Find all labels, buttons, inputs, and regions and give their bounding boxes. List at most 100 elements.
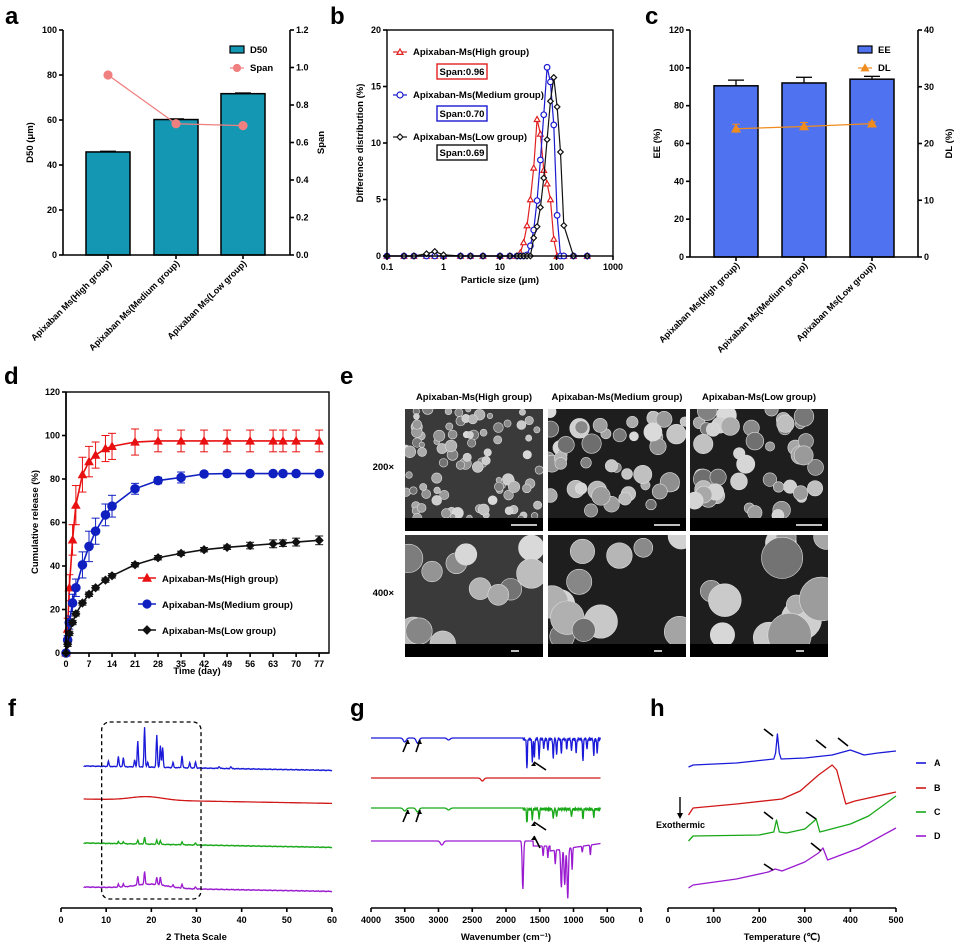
arrow-icon xyxy=(837,737,849,747)
microsphere xyxy=(405,543,424,573)
xrd-curve xyxy=(83,727,333,772)
marker-diamond xyxy=(71,609,81,619)
legend-label: Apixaban-Ms(Low group) xyxy=(413,132,527,143)
y-axis-title: EE (%) xyxy=(652,128,663,158)
microsphere xyxy=(503,419,512,428)
x-tick-label: 49 xyxy=(222,659,232,669)
microsphere xyxy=(813,535,828,550)
marker-circle xyxy=(238,121,248,131)
marker-circle xyxy=(268,468,278,479)
marker-diamond xyxy=(153,553,163,563)
x-tick-label: 100 xyxy=(549,262,564,272)
scale-bar-label: 10 μm xyxy=(622,645,648,655)
x-tick-label: 500 xyxy=(600,915,615,925)
x-tick-label: 200 xyxy=(752,915,767,925)
microsphere xyxy=(431,472,443,484)
marker-diamond xyxy=(540,174,548,182)
marker-triangle xyxy=(395,47,405,55)
dsc-curve xyxy=(688,795,897,842)
microsphere xyxy=(571,618,596,642)
exothermic-label: Exothermic xyxy=(656,820,705,830)
y-axis-title: Cumulative release (%) xyxy=(30,470,41,574)
y-tick-label: 20 xyxy=(50,605,60,615)
marker-diamond xyxy=(314,535,324,545)
microsphere xyxy=(433,486,441,494)
marker-circle xyxy=(396,91,404,99)
marker-circle xyxy=(537,156,544,164)
microsphere xyxy=(761,536,804,579)
y-right-tick-label: 0.6 xyxy=(296,138,309,148)
scale-bar-label: 10 μm xyxy=(479,645,505,655)
marker-diamond xyxy=(100,575,111,585)
y-tick-label: 0 xyxy=(679,252,684,262)
panel-h xyxy=(677,728,926,889)
microsphere xyxy=(422,409,434,415)
microsphere xyxy=(626,416,639,429)
microsphere xyxy=(633,538,654,558)
y-right-tick-label: 0.2 xyxy=(296,213,309,223)
y-tick-label: 10 xyxy=(371,138,381,148)
x-axis-title: Temperature (℃) xyxy=(744,932,820,943)
microsphere xyxy=(405,471,413,479)
marker-triangle xyxy=(141,572,153,582)
x-tick-label: 0 xyxy=(63,659,68,669)
x-axis-title: Particle size (μm) xyxy=(461,275,539,286)
microsphere xyxy=(557,436,575,454)
marker-triangle xyxy=(199,435,209,445)
microsphere xyxy=(419,483,428,491)
bar xyxy=(713,85,759,258)
marker-diamond xyxy=(107,571,117,581)
marker-diamond xyxy=(291,537,301,547)
microsphere xyxy=(439,489,450,500)
microsphere xyxy=(548,420,559,438)
microsphere xyxy=(454,543,478,566)
microsphere xyxy=(493,422,504,433)
y-tick-label: 0 xyxy=(376,251,381,261)
arrow-head-icon xyxy=(417,740,422,744)
microsphere xyxy=(417,447,427,457)
marker-triangle xyxy=(245,435,255,445)
arrow-head-icon xyxy=(405,740,410,744)
microsphere xyxy=(525,434,533,442)
y-tick-label: 100 xyxy=(669,63,684,73)
microsphere xyxy=(487,584,510,606)
y-tick-label: 120 xyxy=(669,25,684,35)
marker-circle xyxy=(130,483,140,494)
panel-letter: e xyxy=(340,363,353,390)
microsphere xyxy=(405,445,417,458)
x-tick-label: 1000 xyxy=(563,915,583,925)
y-tick-label: 40 xyxy=(47,160,57,170)
span-box xyxy=(436,144,488,161)
microsphere xyxy=(486,412,494,419)
microsphere xyxy=(584,503,598,518)
marker-circle xyxy=(67,598,78,608)
microsphere xyxy=(421,489,432,499)
microsphere xyxy=(554,457,567,470)
y-tick-label: 20 xyxy=(674,214,684,224)
scale-bar-strip xyxy=(690,644,828,657)
marker-diamond xyxy=(278,538,288,548)
scale-bar-strip xyxy=(548,644,686,657)
x-tick-label: 100 xyxy=(706,915,721,925)
ftir-spectrum xyxy=(371,805,602,823)
marker-circle xyxy=(84,541,94,552)
marker-diamond xyxy=(67,617,78,628)
marker-diamond xyxy=(77,598,88,608)
microsphere xyxy=(709,468,727,486)
marker-circle xyxy=(153,475,163,486)
marker-circle xyxy=(176,472,186,483)
y-axis-title: Difference distribution (%) xyxy=(355,84,366,203)
x-tick-label: 0.1 xyxy=(381,262,394,272)
scale-bar-strip xyxy=(690,518,828,531)
microsphere xyxy=(643,422,663,442)
marker-circle xyxy=(543,63,551,71)
x-tick-label: 3500 xyxy=(395,915,415,925)
marker-triangle xyxy=(278,435,288,445)
panel-g xyxy=(371,736,602,899)
microsphere xyxy=(412,419,423,430)
microsphere xyxy=(472,461,484,473)
microsphere xyxy=(807,459,824,476)
marker-diamond xyxy=(553,103,561,111)
microsphere xyxy=(651,483,668,500)
